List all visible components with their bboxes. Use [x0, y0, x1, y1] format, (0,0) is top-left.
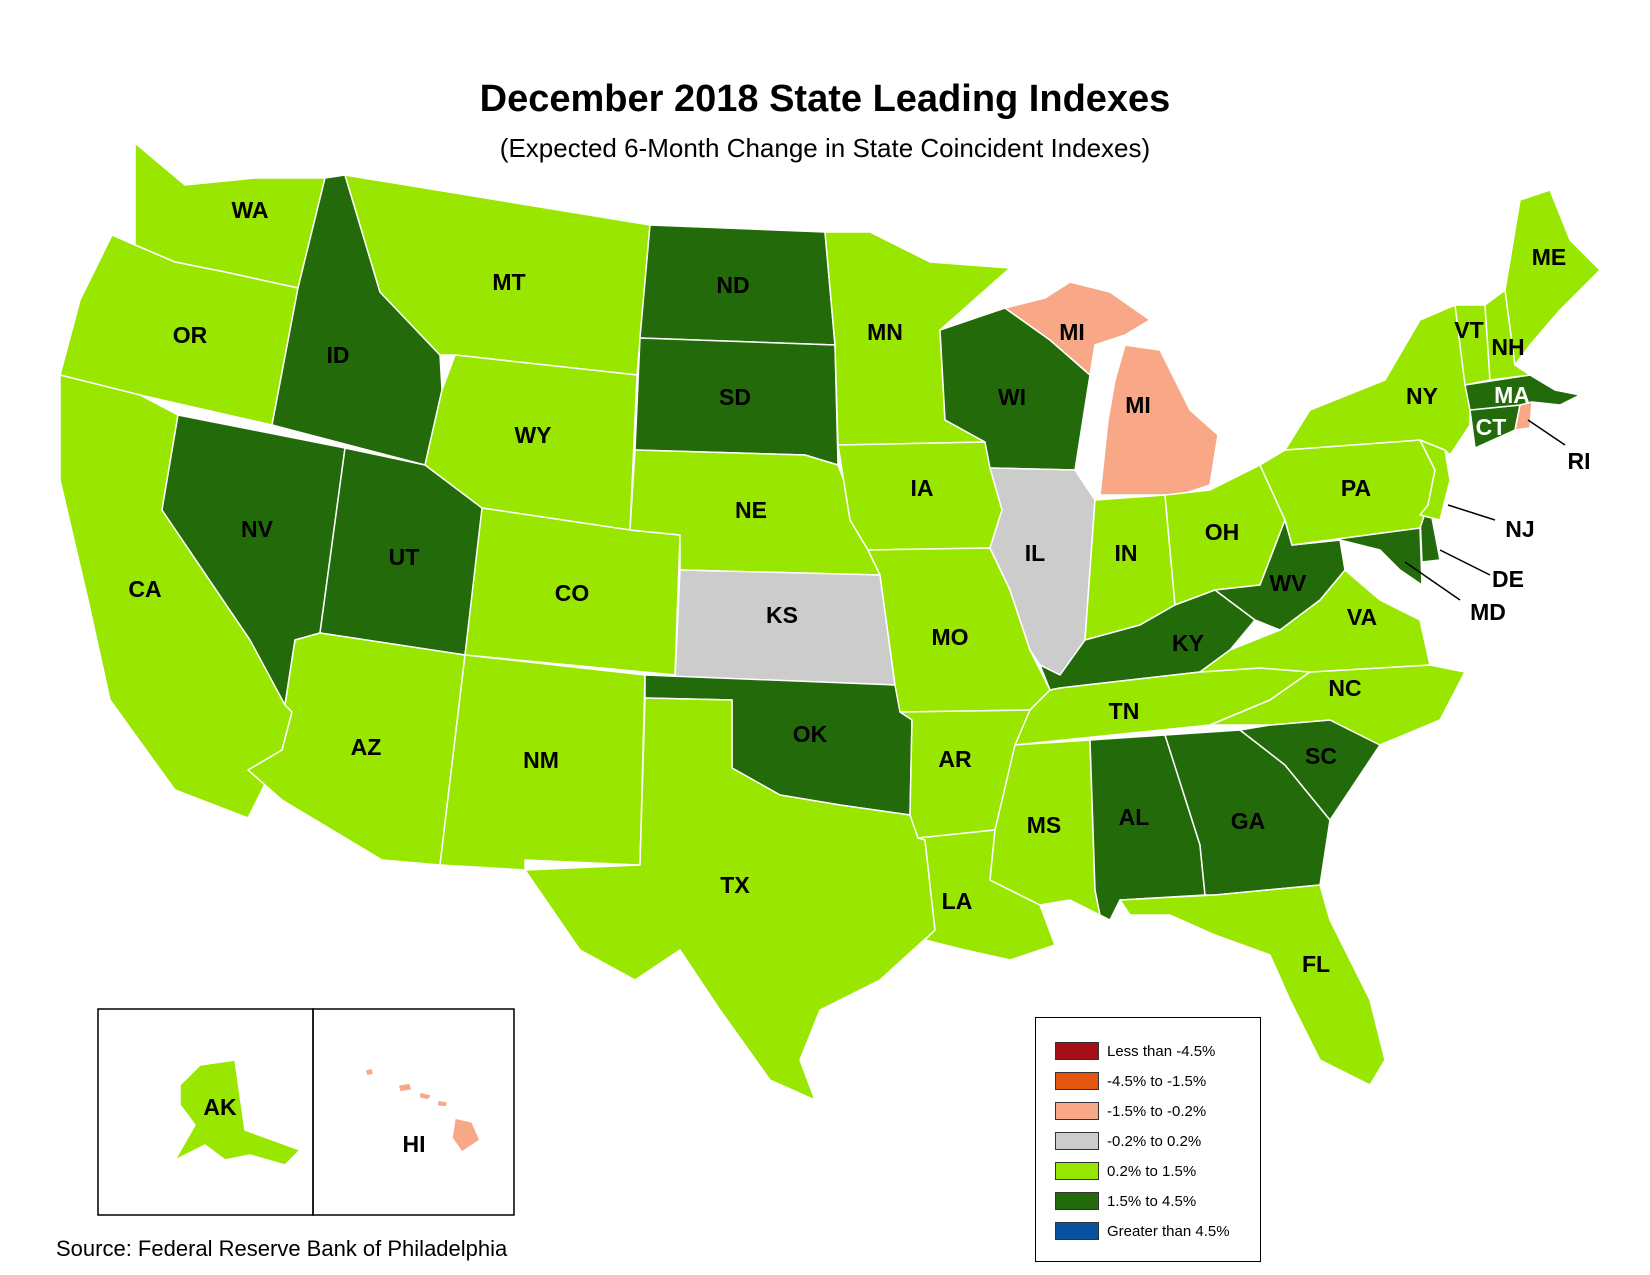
- state-nj[interactable]: [1419, 439, 1451, 521]
- label-ct: CT: [1476, 414, 1507, 440]
- source-note: Source: Federal Reserve Bank of Philadel…: [56, 1236, 508, 1261]
- label-ny: NY: [1406, 383, 1438, 409]
- label-mn: MN: [867, 319, 903, 345]
- label-in: IN: [1115, 540, 1138, 566]
- label-tn: TN: [1109, 698, 1140, 724]
- label-ri: RI: [1568, 448, 1591, 474]
- state-ma[interactable]: [1464, 374, 1581, 411]
- label-ca: CA: [128, 576, 161, 602]
- label-or: OR: [173, 322, 208, 348]
- label-sc: SC: [1305, 743, 1337, 769]
- label-md: MD: [1470, 599, 1506, 625]
- legend-item: 1.5% to 4.5%: [1055, 1191, 1196, 1211]
- label-ms: MS: [1027, 812, 1062, 838]
- legend-item: -1.5% to -0.2%: [1055, 1101, 1206, 1121]
- label-co: CO: [555, 580, 590, 606]
- legend-label: -1.5% to -0.2%: [1107, 1102, 1207, 1120]
- label-az: AZ: [351, 734, 382, 760]
- label-al: AL: [1119, 804, 1150, 830]
- label-mo: MO: [931, 624, 968, 650]
- legend-label: Less than -4.5%: [1107, 1042, 1216, 1060]
- label-wy: WY: [514, 422, 551, 448]
- label-oh: OH: [1205, 519, 1240, 545]
- state-ny[interactable]: [1284, 304, 1471, 456]
- label-me: ME: [1532, 244, 1567, 270]
- label-ks: KS: [766, 602, 798, 628]
- label-nj: NJ: [1505, 516, 1534, 542]
- nj-callout-line: [1447, 504, 1496, 521]
- label-ar: AR: [938, 746, 972, 772]
- state-wv[interactable]: [1214, 519, 1346, 631]
- ri-callout-line: [1527, 419, 1566, 446]
- state-de[interactable]: [1419, 514, 1441, 563]
- label-sd: SD: [719, 384, 751, 410]
- label-nh: NH: [1491, 334, 1524, 360]
- label-ky: KY: [1172, 630, 1204, 656]
- label-hi: HI: [403, 1131, 426, 1157]
- label-ut: UT: [389, 544, 420, 570]
- state-tx[interactable]: [524, 697, 936, 1101]
- label-de: DE: [1492, 566, 1524, 592]
- label-pa: PA: [1341, 475, 1371, 501]
- state-co[interactable]: [464, 507, 681, 676]
- label-nd: ND: [716, 272, 749, 298]
- legend-item: -0.2% to 0.2%: [1055, 1131, 1201, 1151]
- legend-item: Less than -4.5%: [1055, 1041, 1215, 1061]
- legend-swatch: [1055, 1162, 1099, 1180]
- legend-label: -4.5% to -1.5%: [1107, 1072, 1207, 1090]
- map-title: December 2018 State Leading Indexes: [479, 78, 1171, 120]
- label-mi-up: MI: [1059, 319, 1085, 345]
- label-il: IL: [1025, 540, 1045, 566]
- label-ga: GA: [1231, 808, 1266, 834]
- legend-label: Greater than 4.5%: [1107, 1222, 1230, 1240]
- label-mi-lp: MI: [1125, 392, 1151, 418]
- label-vt: VT: [1454, 317, 1483, 343]
- md-callout-line: [1404, 561, 1461, 601]
- legend-swatch: [1055, 1132, 1099, 1150]
- legend-label: 0.2% to 1.5%: [1107, 1162, 1197, 1180]
- label-la: LA: [942, 888, 973, 914]
- label-ma: MA: [1494, 382, 1530, 408]
- label-nc: NC: [1328, 675, 1361, 701]
- hawaii-inset-frame: [312, 1008, 515, 1216]
- de-callout-line: [1439, 549, 1491, 576]
- state-ak[interactable]: [174, 1059, 301, 1166]
- legend-swatch: [1055, 1042, 1099, 1060]
- legend-swatch: [1055, 1222, 1099, 1240]
- label-wa: WA: [231, 197, 268, 223]
- label-ok: OK: [793, 721, 828, 747]
- label-nv: NV: [241, 516, 274, 542]
- label-va: VA: [1347, 604, 1377, 630]
- legend-item: 0.2% to 1.5%: [1055, 1161, 1196, 1181]
- label-id: ID: [327, 342, 350, 368]
- legend: Less than -4.5% -4.5% to -1.5% -1.5% to …: [1035, 1017, 1261, 1262]
- label-wi: WI: [998, 384, 1026, 410]
- label-nm: NM: [523, 747, 559, 773]
- state-mi-up[interactable]: [1004, 281, 1151, 376]
- state-nh[interactable]: [1484, 289, 1531, 381]
- legend-label: -0.2% to 0.2%: [1107, 1132, 1202, 1150]
- legend-item: Greater than 4.5%: [1055, 1221, 1230, 1241]
- legend-item: -4.5% to -1.5%: [1055, 1071, 1206, 1091]
- state-me[interactable]: [1504, 189, 1601, 366]
- legend-swatch: [1055, 1192, 1099, 1210]
- label-ia: IA: [911, 475, 934, 501]
- label-fl: FL: [1302, 951, 1330, 977]
- label-mt: MT: [492, 269, 525, 295]
- state-hi[interactable]: [364, 1067, 481, 1153]
- state-fl[interactable]: [1119, 884, 1386, 1086]
- label-wv: WV: [1269, 570, 1307, 596]
- label-tx: TX: [720, 872, 750, 898]
- legend-swatch: [1055, 1102, 1099, 1120]
- legend-swatch: [1055, 1072, 1099, 1090]
- state-mi-lp[interactable]: [1099, 344, 1219, 496]
- label-ak: AK: [203, 1094, 237, 1120]
- state-or[interactable]: [59, 234, 299, 426]
- label-ne: NE: [735, 497, 767, 523]
- legend-label: 1.5% to 4.5%: [1107, 1192, 1197, 1210]
- map-subtitle: (Expected 6-Month Change in State Coinci…: [499, 133, 1151, 163]
